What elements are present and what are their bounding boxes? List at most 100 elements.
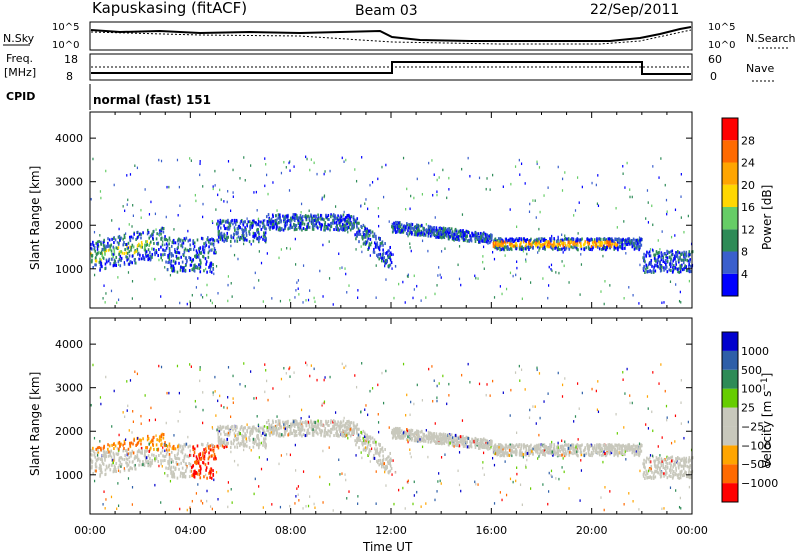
velocity-cell [661,471,663,475]
power-cell [429,229,432,233]
y-tick-label: 3000 [55,176,83,189]
velocity-cell [660,464,663,468]
velocity-cell [688,469,690,473]
power-noise-cell [120,259,122,262]
velocity-cell [189,469,192,473]
power-cell [442,230,444,234]
velocity-cell [161,432,164,436]
power-cell [611,239,613,243]
power-cell [274,214,277,218]
velocity-cell [290,422,292,426]
power-cell [440,233,443,237]
velocity-cell [499,454,501,458]
power-cell [336,224,338,228]
velocity-cell [520,447,522,451]
power-cell [663,268,665,272]
power-cell [269,227,271,231]
power-cell [117,246,120,250]
velocity-cell [437,441,440,445]
power-noise-cell [458,245,461,248]
velocity-cell [518,443,521,447]
power-cell [544,247,546,251]
velocity-cell [659,472,661,476]
velocity-cell [342,419,345,423]
power-noise-cell [537,251,539,254]
power-noise-cell [310,158,312,161]
power-cell [106,244,108,248]
power-noise-cell [433,173,435,176]
velocity-cell [297,428,300,432]
power-noise-cell [212,221,214,225]
power-cell [310,220,313,224]
power-cell [444,227,447,231]
velocity-cell [189,449,192,453]
power-cell [120,250,123,254]
velocity-cell [220,441,223,445]
power-noise-cell [377,207,379,210]
power-cell [240,220,242,224]
power-noise-cell [134,257,136,261]
velocity-cell [656,458,658,462]
power-cell [688,259,691,263]
power-cell [128,250,131,254]
velocity-cell [105,452,107,456]
velocity-cell [265,433,267,437]
power-cell [687,259,690,263]
velocity-cell [618,447,621,451]
power-noise-cell [165,215,167,219]
power-cell [135,249,138,253]
power-cell [197,255,200,259]
power-cell [308,225,311,229]
power-cell [369,237,372,241]
power-noise-cell [406,187,408,191]
power-noise-cell [324,170,326,173]
power-cell [189,238,191,242]
power-cell [344,226,347,230]
power-noise-cell [257,217,260,221]
velocity-cell [145,460,147,464]
velocity-cell [365,446,367,450]
power-cell [192,242,195,246]
power-cell [408,224,411,228]
power-cell [540,237,543,241]
power-cell [466,234,468,238]
velocity-cell [107,465,110,469]
power-cell [344,218,346,222]
velocity-cell [623,445,626,449]
velocity-cell [132,442,134,446]
power-cell [675,262,677,266]
power-cell [204,257,207,261]
power-cell [631,239,633,243]
power-cell [355,237,357,241]
power-cell [576,239,579,243]
power-cell [245,233,248,237]
velocity-cell [552,453,554,457]
power-cell [465,236,467,240]
power-cell [332,218,334,222]
power-noise-cell [539,210,541,214]
power-noise-cell [467,156,469,160]
colorbar-tick-label: 4 [741,268,748,281]
power-cell [283,223,286,227]
power-cell [192,239,194,243]
velocity-cell [656,467,659,471]
power-cell [282,228,285,232]
power-noise-cell [604,280,606,283]
velocity-cell [211,443,213,447]
power-cell [657,255,660,259]
power-cell [543,240,546,244]
power-cell [631,244,634,248]
velocity-cell [591,444,594,448]
velocity-cell [631,445,633,449]
power-noise-cell [493,257,496,261]
power-cell [172,268,175,272]
power-cell [508,247,511,251]
power-cell [482,232,485,236]
power-cell [375,234,377,238]
power-cell [266,222,268,226]
velocity-cell [144,458,147,462]
power-cell [314,215,316,219]
power-noise-cell [99,234,101,237]
velocity-cell [147,437,150,441]
power-cell [392,226,394,230]
